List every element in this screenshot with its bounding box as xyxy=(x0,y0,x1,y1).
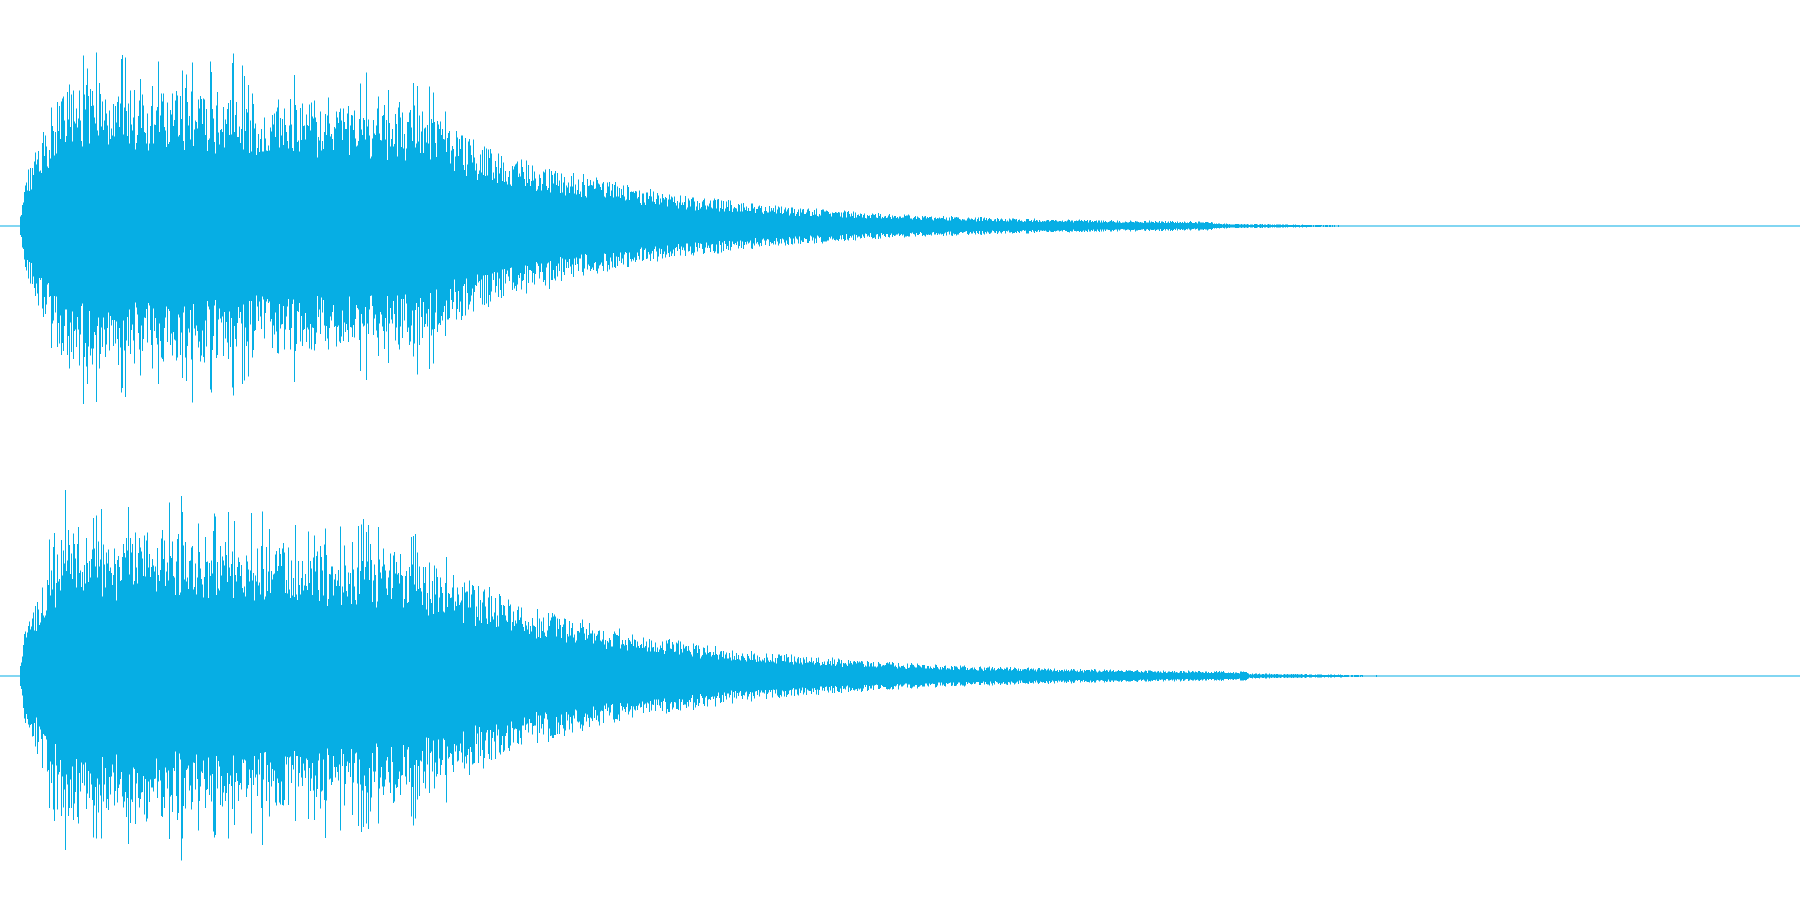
waveform-trace xyxy=(20,489,1399,861)
waveform-channel-2 xyxy=(0,489,1800,861)
waveform-channel-1 xyxy=(0,52,1800,405)
waveform-trace xyxy=(20,52,1362,405)
